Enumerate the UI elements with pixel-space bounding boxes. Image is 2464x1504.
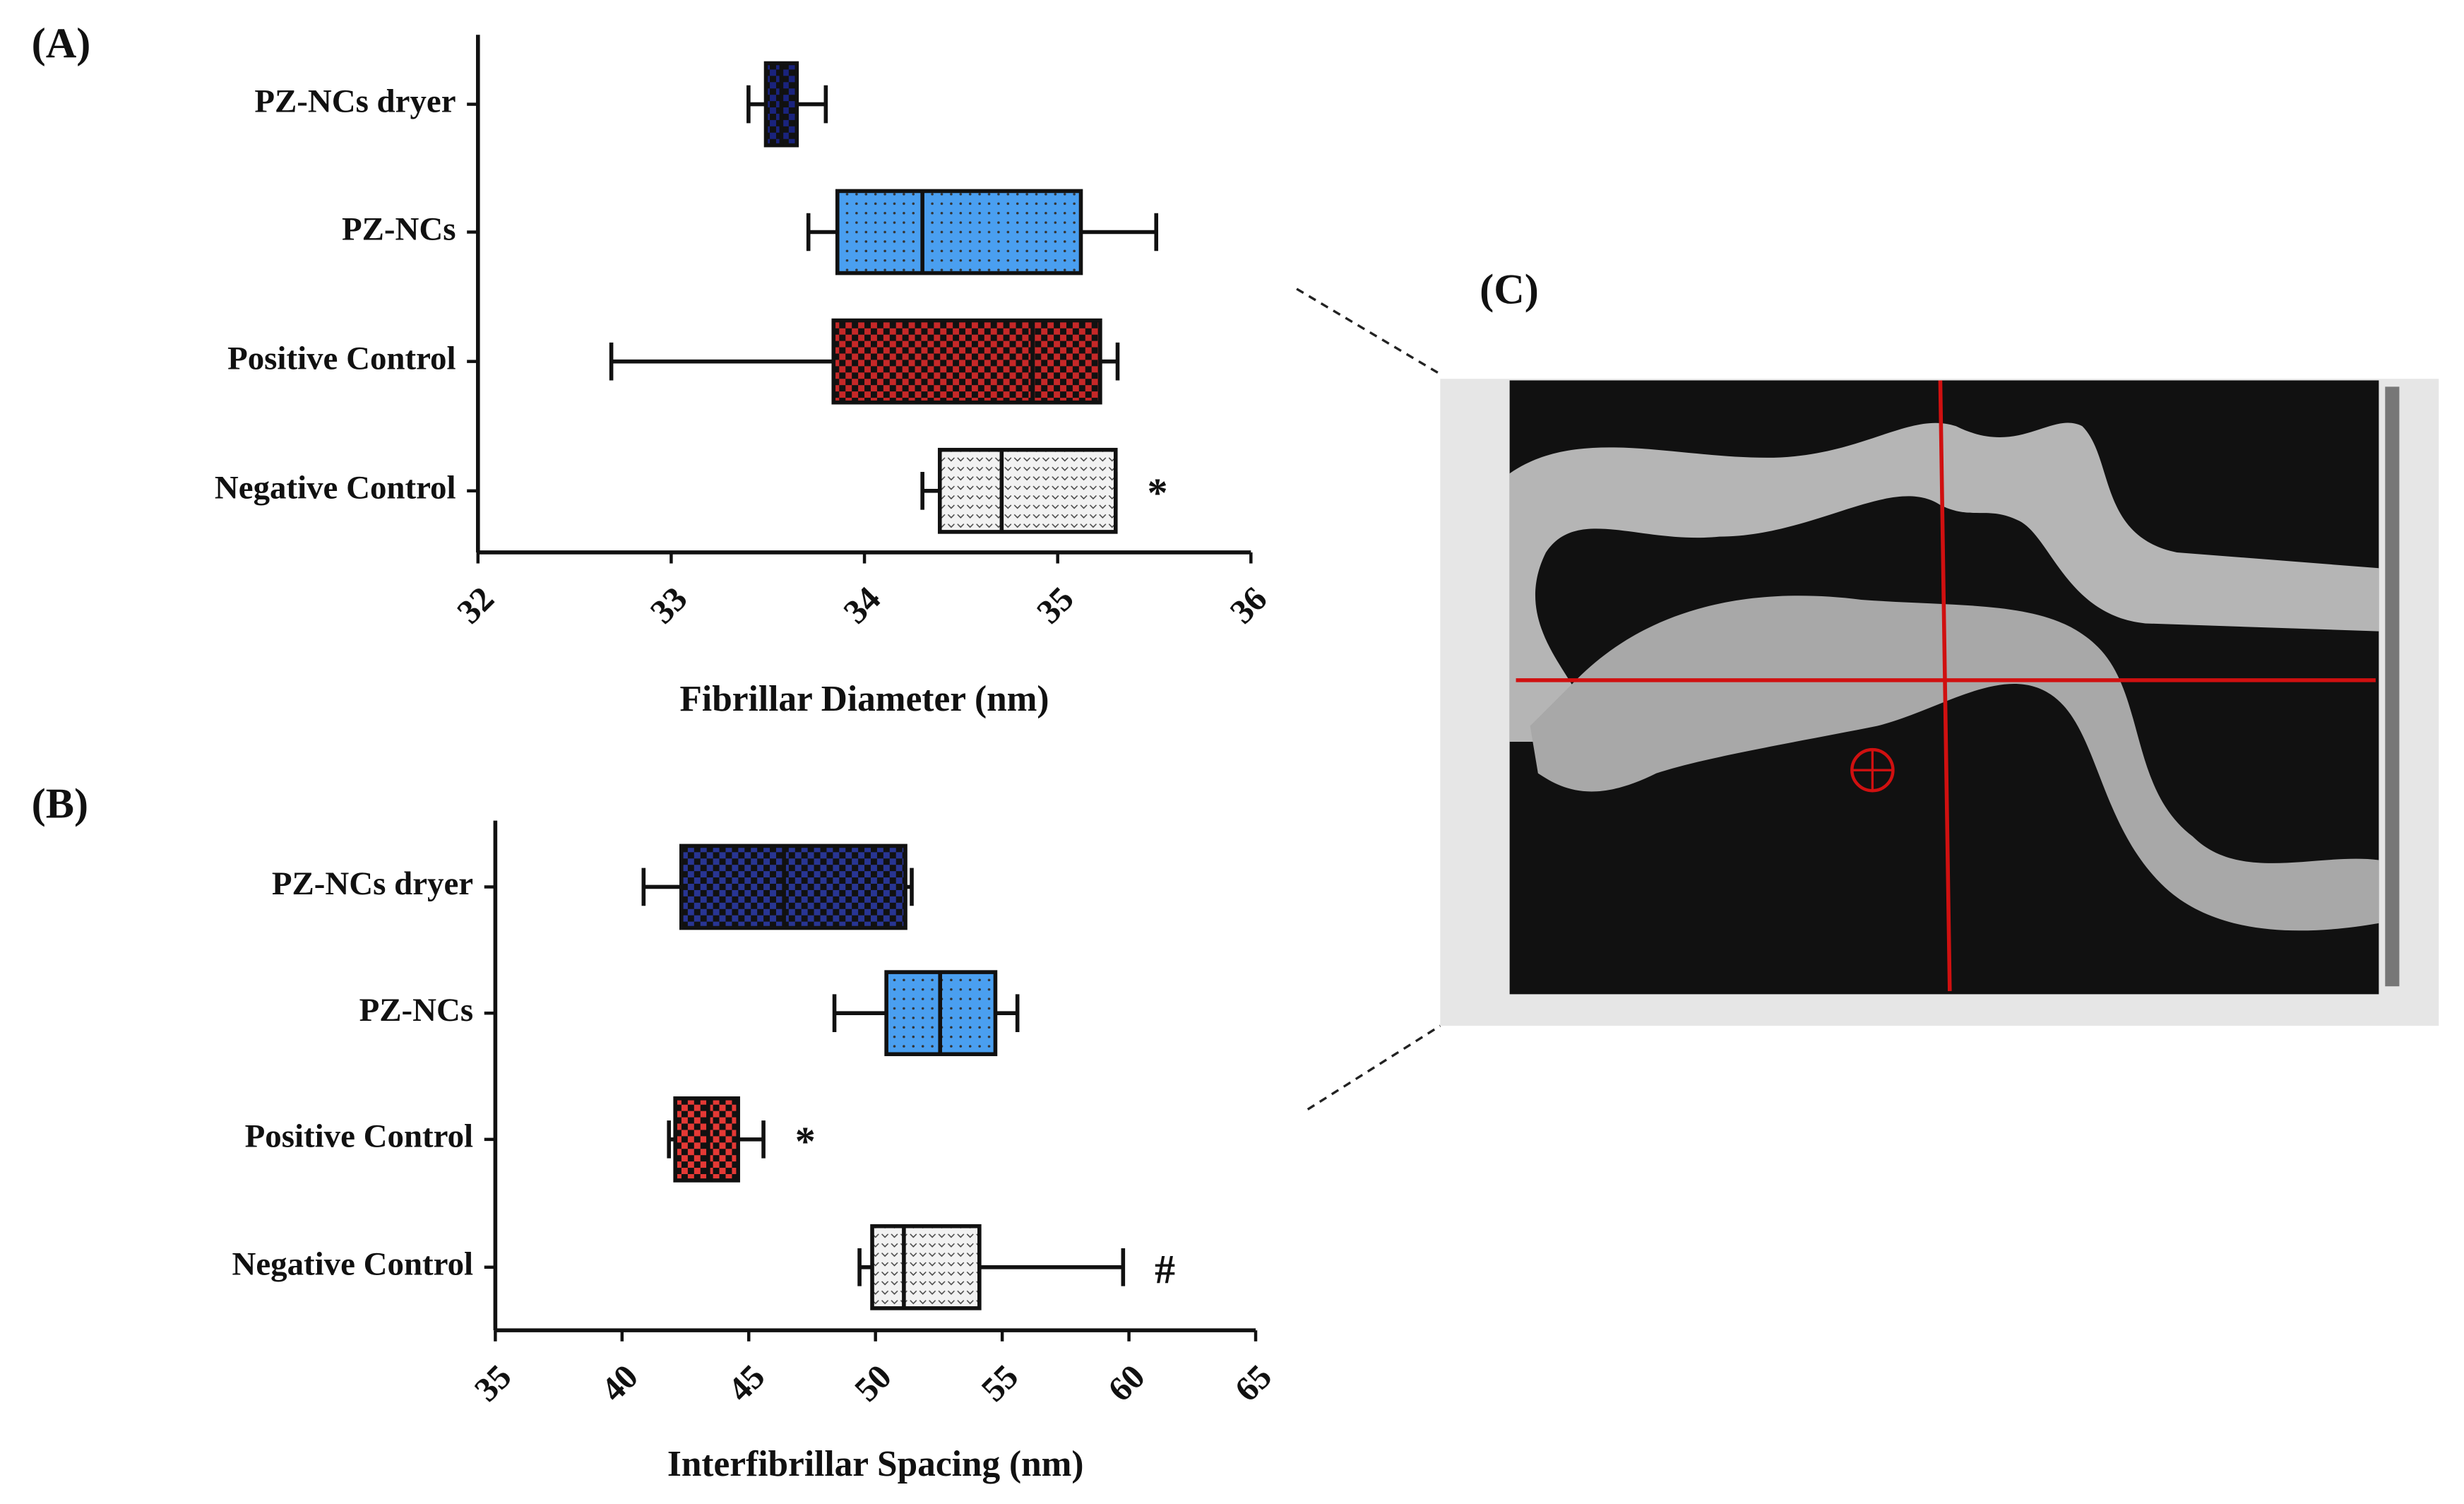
x-tick-label: 34 (836, 579, 888, 632)
y-tick-label: PZ-NCs dryer (254, 83, 456, 119)
x-axis-title: Fibrillar Diameter (nm) (680, 679, 1049, 719)
x-tick-label: 35 (467, 1357, 519, 1409)
micrograph-panel: (C) (1296, 266, 2439, 1111)
box-chart: (A) 32 33 34 35 36 Fibrillar Diameter (nm) PZ-N… (32, 20, 1275, 719)
x-tick-label: 50 (847, 1357, 899, 1409)
y-tick-label: Negative Control (215, 470, 456, 507)
box-chart: (B) 35 40 45 50 55 60 65 Interfibrillar Spacing … (32, 781, 1279, 1485)
box (835, 189, 1083, 276)
y-tick-label: PZ-NCs (342, 211, 456, 247)
panel-label: (C) (1480, 266, 1539, 313)
box (870, 1224, 982, 1310)
y-tick-label: Positive Control (245, 1118, 473, 1155)
x-tick-label: 35 (1029, 579, 1081, 632)
y-tick-label: Positive Control (227, 340, 456, 377)
box (937, 447, 1118, 534)
box (831, 318, 1102, 405)
annotation: # (1155, 1246, 1175, 1292)
x-tick-label: 40 (593, 1357, 645, 1409)
annotation: * (1147, 470, 1167, 516)
x-axis-title: Interfibrillar Spacing (nm) (667, 1444, 1084, 1484)
y-tick-label: PZ-NCs dryer (272, 865, 473, 902)
y-tick-label: Negative Control (232, 1246, 473, 1283)
x-tick-label: 45 (720, 1357, 773, 1409)
panel-label: (B) (32, 781, 88, 828)
annotation: * (795, 1118, 816, 1164)
x-tick-label: 65 (1227, 1357, 1280, 1409)
x-tick-label: 36 (1222, 579, 1275, 632)
x-tick-label: 55 (974, 1357, 1026, 1409)
x-tick-label: 33 (643, 579, 695, 632)
y-tick-label: PZ-NCs (359, 992, 474, 1029)
box (679, 843, 907, 930)
x-tick-label: 60 (1100, 1357, 1153, 1409)
x-tick-label: 32 (449, 579, 501, 632)
panel-label: (A) (32, 20, 91, 67)
